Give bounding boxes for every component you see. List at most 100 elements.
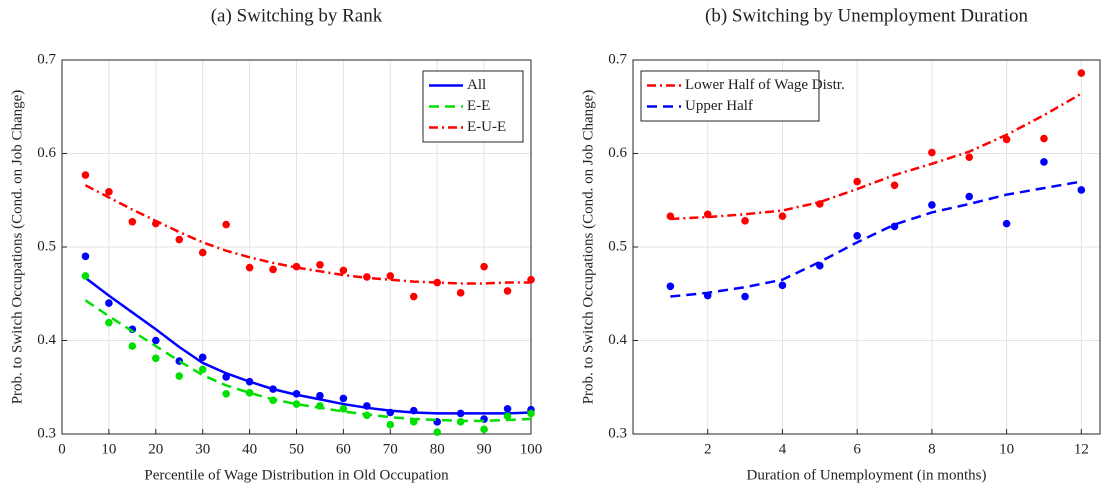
x-tick-label: 2 bbox=[704, 441, 712, 457]
data-point bbox=[853, 177, 861, 186]
x-tick-label: 90 bbox=[477, 441, 492, 457]
data-point bbox=[269, 396, 277, 405]
data-point bbox=[316, 391, 324, 400]
data-point bbox=[81, 252, 90, 261]
panel-title: (a) Switching by Rank bbox=[211, 5, 383, 26]
x-tick-label: 100 bbox=[520, 441, 543, 457]
data-point bbox=[363, 402, 371, 410]
data-point bbox=[152, 219, 160, 228]
data-point bbox=[456, 289, 465, 297]
data-point bbox=[503, 404, 512, 413]
data-point bbox=[105, 299, 113, 307]
x-tick-label: 30 bbox=[195, 441, 210, 457]
data-point bbox=[816, 261, 824, 270]
fit-line bbox=[84, 276, 532, 415]
data-point bbox=[456, 418, 465, 426]
data-point bbox=[816, 200, 824, 208]
data-point bbox=[503, 287, 512, 295]
data-point bbox=[386, 408, 395, 417]
data-point bbox=[503, 412, 512, 421]
y-tick-label: 0.3 bbox=[608, 425, 627, 441]
data-point bbox=[433, 278, 442, 287]
data-point bbox=[965, 153, 974, 162]
y-tick-label: 0.7 bbox=[37, 51, 56, 67]
data-point bbox=[175, 372, 184, 380]
data-point bbox=[778, 281, 787, 290]
data-point bbox=[316, 402, 324, 410]
data-point bbox=[386, 420, 395, 429]
data-point bbox=[339, 404, 348, 413]
panel: (b) Switching by Unemployment Duration 0.… bbox=[580, 5, 1101, 483]
data-point bbox=[175, 235, 184, 244]
y-tick-label: 0.7 bbox=[608, 51, 627, 67]
data-point bbox=[363, 411, 371, 420]
data-point bbox=[456, 409, 465, 418]
data-point bbox=[666, 282, 675, 291]
data-point bbox=[386, 272, 395, 280]
data-point bbox=[890, 222, 899, 231]
data-point bbox=[1002, 219, 1011, 228]
data-point bbox=[198, 248, 207, 257]
legend-box bbox=[640, 70, 820, 122]
data-point bbox=[198, 353, 207, 362]
x-tick-label: 60 bbox=[336, 441, 351, 457]
x-tick-label: 8 bbox=[928, 441, 936, 457]
plot-frame bbox=[61, 59, 532, 435]
x-tick-label: 6 bbox=[853, 441, 861, 457]
data-point bbox=[1040, 134, 1048, 143]
data-point bbox=[363, 273, 371, 281]
data-point bbox=[965, 192, 974, 201]
data-point bbox=[292, 389, 301, 398]
data-point bbox=[928, 148, 936, 157]
data-point bbox=[480, 262, 488, 271]
legend-box bbox=[422, 70, 524, 143]
x-tick-label: 10 bbox=[999, 441, 1014, 457]
data-point bbox=[128, 217, 137, 226]
data-point bbox=[1077, 186, 1086, 194]
data-point bbox=[409, 418, 418, 426]
y-tick-label: 0.4 bbox=[608, 332, 627, 348]
data-point bbox=[292, 262, 301, 271]
fit-line bbox=[670, 92, 1082, 221]
data-point bbox=[222, 220, 230, 229]
y-tick-label: 0.3 bbox=[37, 425, 56, 441]
x-tick-label: 4 bbox=[779, 441, 787, 457]
data-point bbox=[480, 425, 488, 434]
fit-line bbox=[84, 299, 532, 423]
x-axis-label: Duration of Unemployment (in months) bbox=[747, 467, 987, 483]
legend-label: Lower Half of Wage Distr. bbox=[685, 77, 845, 93]
y-tick-label: 0.6 bbox=[37, 145, 56, 161]
data-point bbox=[152, 354, 160, 363]
fit-line bbox=[670, 180, 1082, 298]
data-point bbox=[1040, 158, 1048, 166]
x-tick-label: 40 bbox=[242, 441, 257, 457]
y-axis-label: Prob. to Switch Occupations (Cond. on Jo… bbox=[9, 90, 25, 405]
data-point bbox=[105, 318, 113, 327]
x-tick-label: 50 bbox=[289, 441, 304, 457]
data-point bbox=[527, 409, 535, 418]
x-tick-label: 80 bbox=[430, 441, 445, 457]
data-point bbox=[316, 260, 324, 269]
data-point bbox=[81, 272, 90, 280]
data-point bbox=[778, 212, 787, 220]
data-point bbox=[703, 210, 712, 219]
data-point bbox=[222, 373, 230, 381]
data-point bbox=[81, 171, 90, 179]
y-tick-label: 0.5 bbox=[37, 238, 56, 254]
data-point bbox=[245, 389, 254, 397]
fit-line bbox=[84, 184, 531, 285]
y-tick-label: 0.6 bbox=[608, 145, 627, 161]
data-point bbox=[741, 217, 749, 225]
data-point bbox=[527, 275, 535, 284]
data-point bbox=[1002, 135, 1011, 144]
data-point bbox=[339, 394, 348, 403]
data-point bbox=[1077, 69, 1086, 77]
data-point bbox=[152, 336, 160, 345]
data-point bbox=[198, 365, 207, 374]
data-point bbox=[339, 266, 348, 275]
data-point bbox=[703, 291, 712, 300]
x-tick-label: 70 bbox=[383, 441, 398, 457]
y-tick-label: 0.5 bbox=[608, 238, 627, 254]
y-tick-label: 0.4 bbox=[37, 332, 56, 348]
